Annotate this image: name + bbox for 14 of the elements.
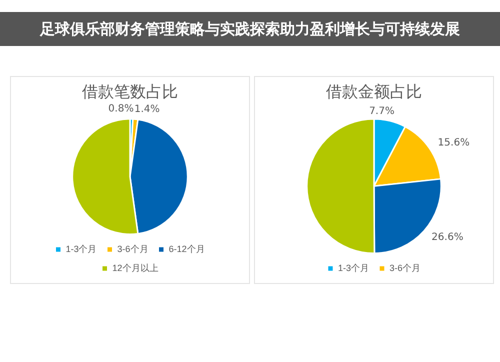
legend-label: 3-6个月 (117, 244, 148, 254)
legend-label: 12个月以上 (112, 262, 158, 273)
data-label: 15.6% (438, 137, 470, 148)
legend-label: 6-12个月 (168, 244, 205, 254)
legend-label: 1-3个月 (338, 262, 370, 273)
legend-label: 1-3个月 (66, 244, 97, 254)
data-label: 1.4% (134, 104, 160, 115)
legend-label: 3-6个月 (390, 262, 421, 273)
data-label: 7.7% (369, 106, 394, 117)
data-label: 26.6% (432, 232, 464, 244)
chart-title: 借款金额占比 (326, 82, 422, 101)
data-label: 0.8% (108, 104, 134, 115)
chart-title: 借款笔数占比 (82, 82, 178, 101)
text: 足球俱乐部财务管理策略与实践探索助力盈利增长与可持续发展 (0, 12, 500, 46)
